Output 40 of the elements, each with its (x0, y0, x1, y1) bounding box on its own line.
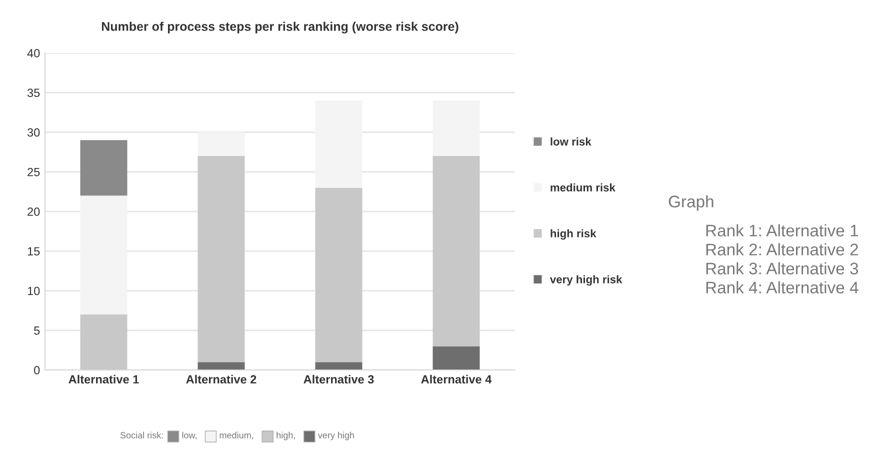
text: low, (182, 432, 196, 440)
bar (315, 362, 362, 370)
y-tick-label: 10 (28, 286, 40, 296)
y-tick-label: 40 (27, 49, 40, 58)
bar (198, 156, 245, 362)
y-tick-label: 25 (28, 168, 40, 176)
text: Graph (668, 195, 714, 211)
bar (80, 314, 128, 370)
bar (432, 346, 480, 370)
bar (315, 188, 362, 362)
text: medium, (220, 432, 254, 440)
text: Rank 2: Alternative 2 (706, 243, 858, 256)
y-tick-label: 0 (34, 366, 40, 374)
y-tick-label: 20 (28, 208, 40, 216)
bar (198, 362, 245, 370)
bar (315, 100, 362, 188)
text: very high (318, 432, 354, 440)
y-tick-label: 35 (27, 88, 40, 98)
x-tick-label: Alternative 3 (304, 374, 374, 384)
legend-label: medium risk (550, 183, 616, 192)
y-tick-label: 5 (34, 326, 40, 335)
text: Rank 4: Alternative 4 (706, 281, 858, 294)
y-tick-label: 15 (28, 247, 40, 256)
text: Rank 3: Alternative 3 (706, 262, 858, 274)
bar (432, 100, 480, 156)
bar (80, 196, 128, 315)
x-tick-label: Alternative 2 (186, 374, 256, 384)
bar (432, 156, 480, 346)
text: Rank 1: Alternative 1 (706, 224, 858, 236)
legend-label: very high risk (550, 275, 622, 286)
chart-title: Number of process steps per risk ranking (worse risk score) (102, 22, 458, 34)
legend-label: high risk (550, 229, 596, 240)
text: high, (276, 432, 295, 440)
x-tick-label: Alternative 4 (421, 374, 492, 384)
legend-label: low risk (550, 137, 592, 146)
y-tick-label: 30 (27, 128, 40, 137)
bar (198, 132, 245, 156)
text: Social risk: (120, 432, 163, 438)
x-tick-label: Alternative 1 (68, 374, 139, 384)
bar (80, 140, 128, 196)
